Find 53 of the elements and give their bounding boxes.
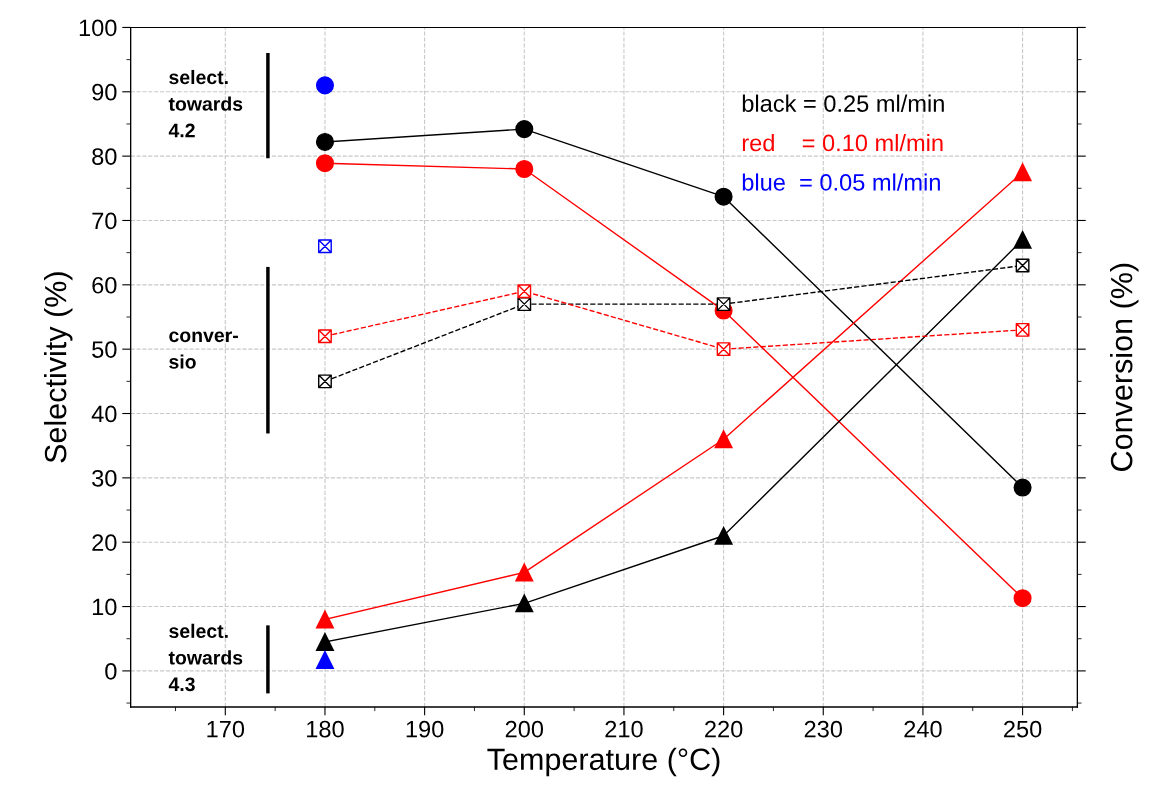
- point: [318, 239, 332, 254]
- point: [515, 563, 534, 582]
- point: [318, 374, 332, 389]
- point: [714, 526, 733, 545]
- point: [515, 120, 534, 139]
- y-axis-title: Selectivity (%): [44, 272, 73, 463]
- y-tick-label: 0: [105, 662, 117, 680]
- point: [315, 610, 334, 629]
- annotation: select. towards 4.2: [168, 69, 243, 138]
- y-tick-label: 60: [92, 276, 117, 294]
- annotation: select. towards 4.3: [168, 623, 243, 692]
- x-tick-label: 240: [904, 720, 942, 738]
- point: [1013, 163, 1032, 182]
- point: [716, 297, 731, 312]
- x-tick-label: 170: [207, 720, 245, 738]
- point: [716, 342, 731, 357]
- point: [315, 76, 334, 95]
- y-tick-label: 40: [91, 405, 117, 423]
- y-tick-label: 20: [92, 534, 117, 551]
- point: [315, 650, 334, 669]
- point: [714, 430, 733, 449]
- x-tick-label: 180: [307, 720, 344, 738]
- y-tick-label: 70: [92, 212, 117, 230]
- x-axis-title: Temperature (°C): [487, 747, 720, 777]
- point: [315, 132, 334, 152]
- x-tick-label: 250: [1004, 720, 1042, 738]
- point: [1013, 230, 1032, 249]
- y2-axis-title: Conversion (%): [1110, 263, 1139, 471]
- y-tick-label: 80: [92, 148, 117, 165]
- annotation: red = 0.10 ml/min: [742, 133, 943, 152]
- point: [515, 594, 534, 613]
- point: [1013, 478, 1032, 497]
- point: [315, 154, 334, 173]
- y-tick-label: 100: [79, 19, 117, 37]
- point: [517, 284, 532, 299]
- y-tick-label: 10: [92, 598, 117, 616]
- x-tick-label: 210: [605, 720, 643, 738]
- point: [315, 632, 334, 651]
- point: [1015, 322, 1030, 337]
- x-tick-label: 190: [406, 720, 444, 738]
- annotation: black = 0.25 ml/min: [742, 94, 944, 112]
- point: [714, 187, 733, 206]
- point: [1013, 589, 1032, 608]
- point: [318, 329, 332, 344]
- x-tick-label: 200: [505, 720, 544, 738]
- annotation: conver- sio: [169, 331, 238, 369]
- y-tick-label: 90: [92, 83, 117, 101]
- y-tick-label: 30: [92, 469, 117, 487]
- point: [515, 159, 534, 179]
- y-tick-label: 50: [92, 341, 117, 358]
- x-tick-label: 220: [705, 720, 743, 738]
- annotation: blue = 0.05 ml/min: [742, 173, 940, 191]
- x-tick-label: 230: [804, 720, 843, 738]
